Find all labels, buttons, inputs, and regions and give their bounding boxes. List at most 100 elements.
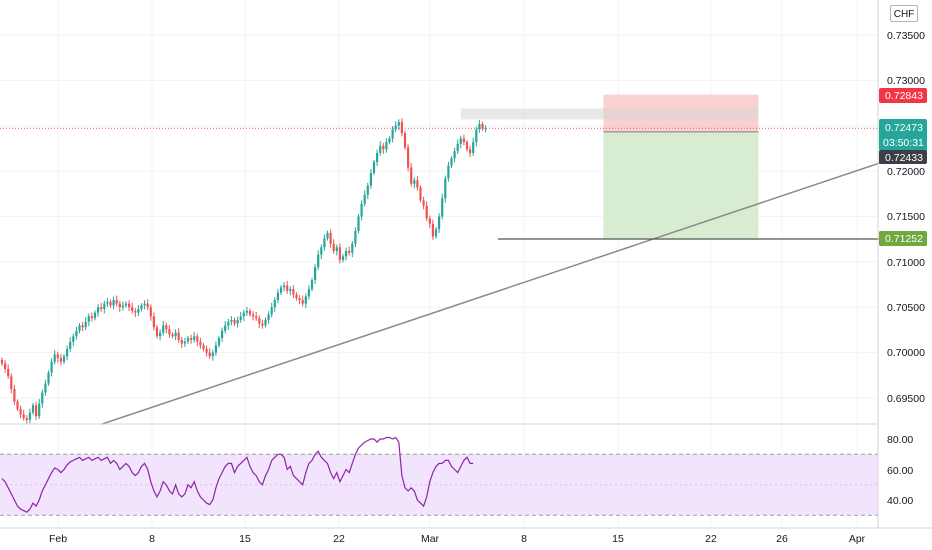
- price-candles: [0, 118, 487, 425]
- candle-body: [72, 336, 75, 342]
- candle-body: [180, 339, 183, 344]
- candle-body: [41, 392, 44, 404]
- candle-body: [137, 309, 140, 313]
- candle-body: [90, 316, 93, 319]
- candle-body: [224, 325, 227, 331]
- axes: [0, 0, 932, 529]
- candle-body: [276, 292, 279, 300]
- candle-body: [28, 412, 31, 420]
- rsi-line: [1, 436, 474, 513]
- candle-body: [165, 325, 168, 330]
- candle-body: [221, 330, 224, 339]
- candle-body: [93, 312, 97, 319]
- candle-body: [267, 314, 270, 320]
- candle-body: [87, 316, 90, 322]
- candle-body: [354, 231, 357, 244]
- candle-body: [131, 307, 134, 311]
- candle-body: [4, 363, 7, 369]
- candle-body: [239, 316, 242, 320]
- candle-body: [35, 405, 38, 417]
- price-tick: 0.70500: [887, 302, 925, 314]
- candle-body: [255, 316, 258, 319]
- candle-body: [264, 319, 267, 326]
- candle-body: [372, 162, 376, 173]
- candle-body: [394, 125, 397, 130]
- time-tick: Mar: [421, 533, 440, 545]
- trendline: [100, 146, 927, 426]
- candle-body: [382, 145, 385, 150]
- candle-body: [410, 167, 413, 184]
- candle-body: [444, 178, 447, 199]
- candle-body: [109, 301, 112, 306]
- price-tick: 0.73000: [887, 75, 925, 87]
- candle-body: [59, 358, 62, 362]
- position-zones[interactable]: [460, 94, 759, 240]
- price-tags: 0.72843 0.72473 03:50:31 0.72433 0.71252: [879, 88, 927, 246]
- rsi-tick: 40.00: [887, 495, 913, 507]
- candle-body: [453, 151, 456, 159]
- candle-body: [326, 232, 329, 239]
- candle-body: [78, 325, 81, 331]
- candle-body: [314, 267, 317, 281]
- candle-body: [329, 232, 332, 244]
- candle-body: [159, 332, 162, 337]
- candle-body: [332, 243, 335, 251]
- candle-body: [438, 216, 441, 230]
- candle-body: [38, 403, 41, 417]
- candle-body: [351, 243, 354, 253]
- candle-body: [413, 180, 416, 184]
- candle-body: [465, 142, 469, 150]
- rsi-series: [1, 436, 474, 513]
- candle-body: [360, 203, 363, 217]
- time-tick: 22: [333, 533, 345, 545]
- candle-body: [388, 138, 391, 143]
- candle-body: [301, 299, 304, 304]
- candle-body: [100, 307, 103, 310]
- candle-body: [143, 303, 146, 306]
- candle-body: [273, 299, 276, 308]
- candle-body: [53, 354, 56, 362]
- candle-body: [124, 303, 128, 306]
- candle-body: [385, 142, 388, 150]
- candle-body: [19, 408, 22, 415]
- candle-body: [304, 296, 307, 304]
- time-tick: Feb: [49, 533, 67, 545]
- candle-body: [434, 229, 438, 237]
- grid-lines: [0, 0, 878, 528]
- price-tick: 0.69500: [887, 393, 925, 405]
- price-tick: 0.71000: [887, 257, 925, 269]
- candle-body: [425, 205, 428, 219]
- last-price-text: 0.72473: [885, 122, 923, 134]
- price-axis-ticks[interactable]: 0.73500 0.73000 0.72000 0.71500 0.71000 …: [887, 30, 925, 405]
- time-axis-ticks[interactable]: Feb 8 15 22 Mar 8 15 22 26 Apr: [49, 533, 866, 545]
- candle-body: [397, 122, 400, 126]
- candle-body: [341, 256, 345, 261]
- rsi-axis-ticks: 80.00 60.00 40.00: [887, 434, 913, 507]
- candle-body: [7, 368, 10, 377]
- drawing-lines[interactable]: [0, 127, 927, 426]
- candle-body: [317, 254, 320, 268]
- candle-body: [422, 200, 425, 206]
- candle-body: [16, 401, 19, 409]
- currency-button[interactable]: CHF: [890, 5, 918, 22]
- candle-body: [84, 321, 87, 328]
- candle-body: [47, 372, 50, 384]
- candle-body: [118, 303, 121, 308]
- candle-body: [261, 323, 264, 326]
- candle-body: [400, 122, 403, 134]
- candle-body: [134, 310, 137, 313]
- candle-body: [472, 142, 475, 153]
- candle-body: [283, 285, 286, 288]
- candle-body: [307, 289, 310, 297]
- stop-price-tag: [879, 88, 927, 103]
- candle-body: [279, 287, 283, 293]
- candle-body: [335, 247, 338, 251]
- candle-body: [174, 332, 177, 337]
- candle-body: [152, 316, 155, 328]
- candle-body: [97, 307, 100, 313]
- candle-body: [25, 417, 28, 420]
- candle-body: [431, 223, 434, 237]
- candle-body: [186, 338, 190, 342]
